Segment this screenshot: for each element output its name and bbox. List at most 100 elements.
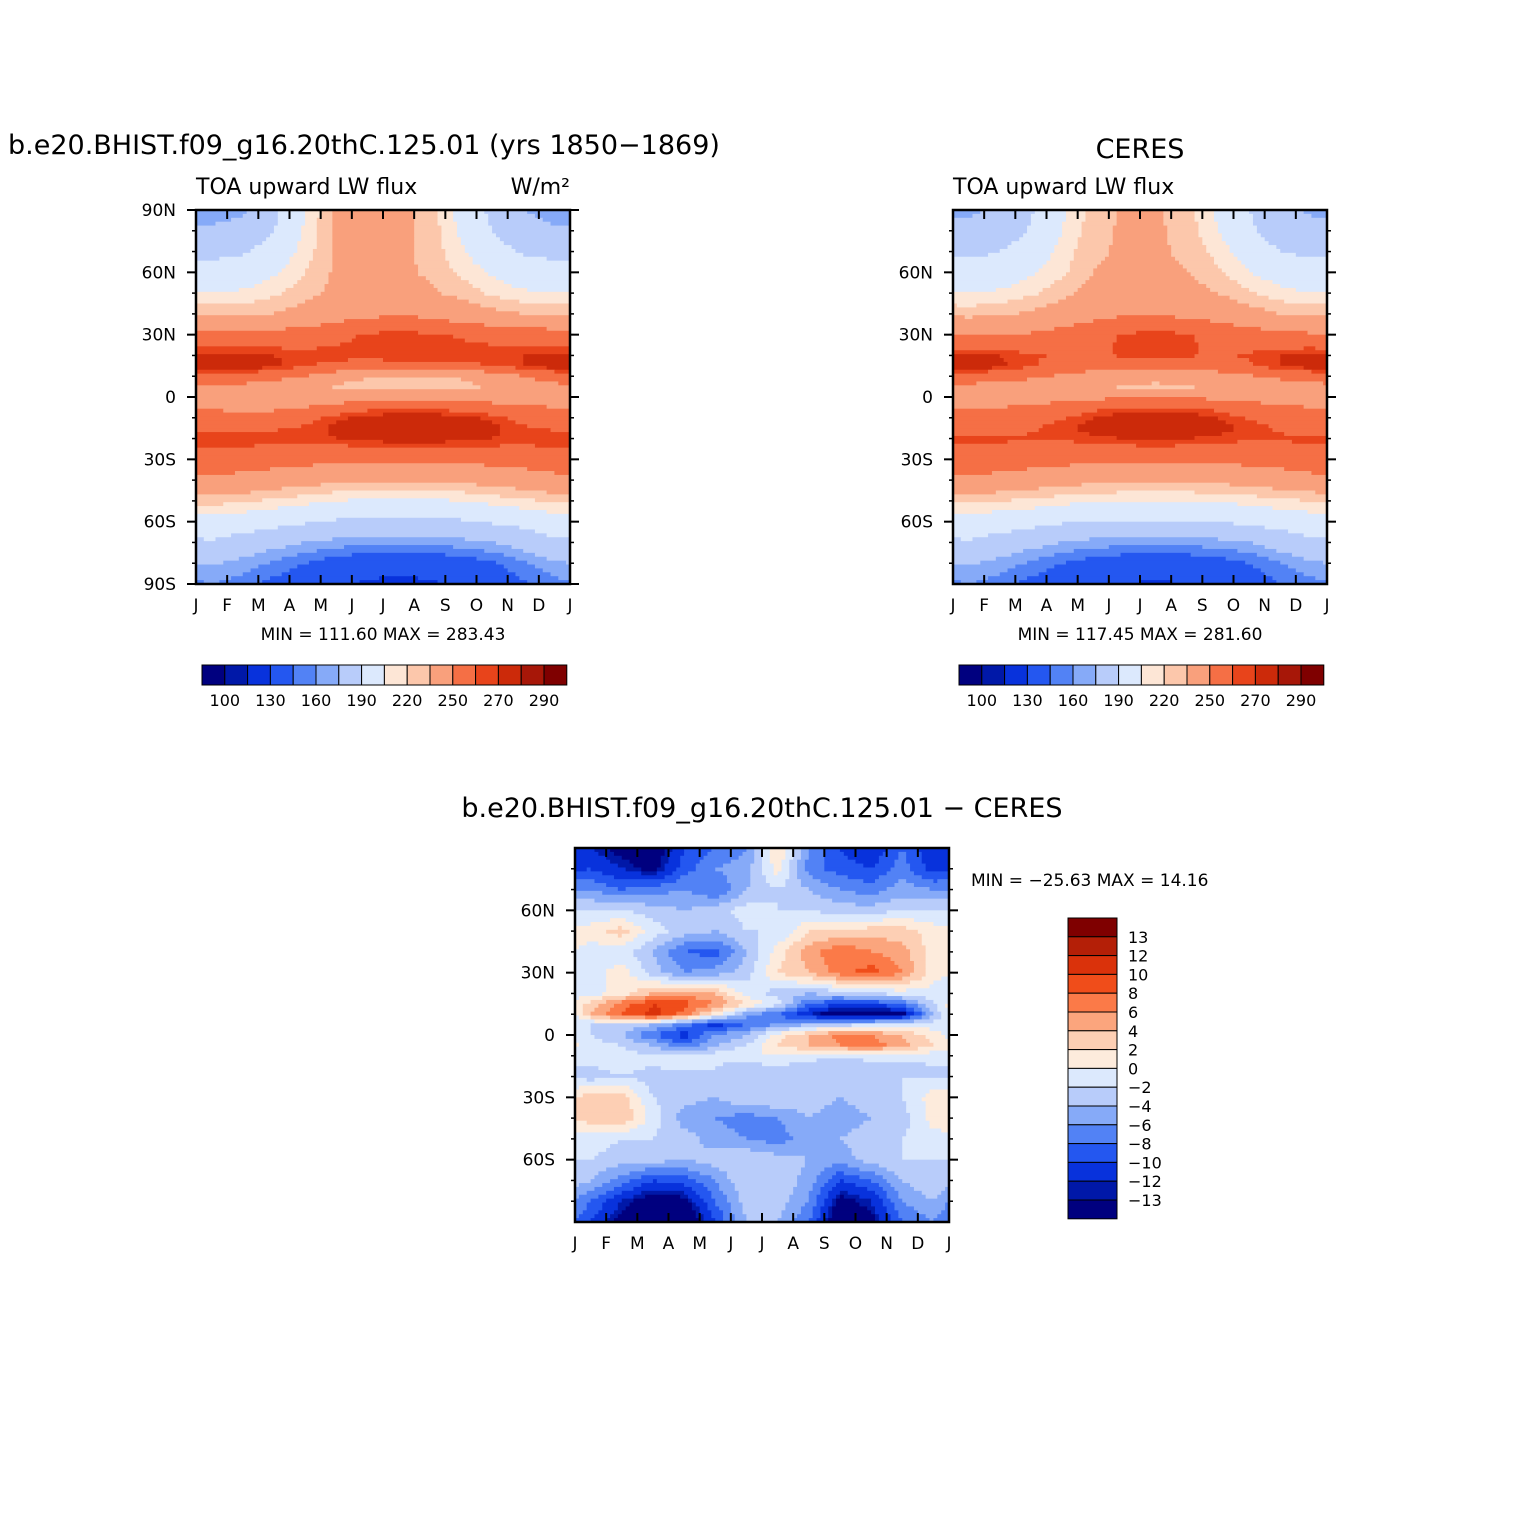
contour-cell: [1054, 420, 1086, 425]
contour-cell: [660, 1031, 681, 1036]
contour-cell: [828, 1206, 833, 1211]
contour-cell: [953, 389, 1328, 394]
contour-cell: [602, 890, 669, 896]
contour-cell: [913, 1019, 934, 1024]
contour-cell: [777, 906, 950, 911]
contour-cell: [812, 1183, 825, 1188]
contour-cell: [1062, 276, 1090, 281]
contour-cell: [789, 1062, 927, 1067]
contour-cell: [246, 381, 345, 386]
contour-cell: [660, 968, 685, 974]
contour-cell: [445, 252, 470, 258]
contour-cell: [610, 918, 627, 923]
contour-cell: [769, 859, 782, 864]
contour-cell: [832, 1186, 868, 1192]
contour-cell: [379, 330, 419, 336]
contour-cell: [301, 237, 318, 242]
contour-cell: [196, 432, 329, 437]
contour-cell: [196, 490, 251, 495]
contour-cell: [746, 1015, 786, 1020]
contour-cell: [945, 1206, 950, 1211]
contour-cell: [847, 1101, 907, 1106]
contour-cell: [484, 210, 528, 215]
contour-cell: [953, 319, 1094, 324]
contour-cell: [196, 256, 220, 262]
contour-cell: [464, 490, 548, 495]
contour-cell: [953, 369, 989, 375]
contour-cell: [785, 1140, 845, 1145]
contour-cell: [270, 467, 528, 472]
contour-cell: [777, 1218, 794, 1223]
contour-cell: [308, 404, 548, 410]
contour-cell: [902, 968, 915, 974]
contour-cell: [266, 237, 302, 242]
contour-cell: [808, 1007, 829, 1013]
contour-cell: [1112, 229, 1168, 234]
contour-cell: [730, 859, 755, 864]
contour-cell: [953, 276, 1028, 281]
contour-cell: [1007, 404, 1305, 410]
contour-cell: [1198, 280, 1238, 285]
contour-cell: [1268, 295, 1328, 301]
contour-cell: [832, 1175, 860, 1180]
contour-cell: [1194, 435, 1328, 441]
contour-cell: [196, 268, 283, 273]
contour-cell: [1077, 245, 1110, 250]
contour-cell: [754, 848, 763, 853]
contour-cell: [832, 945, 856, 950]
contour-cell: [637, 976, 669, 981]
contour-cell: [699, 1011, 712, 1016]
contour-cell: [1284, 299, 1328, 304]
contour-cell: [754, 855, 763, 861]
contour-cell: [617, 863, 634, 868]
colorbar-swatch: [1186, 664, 1211, 686]
contour-cell: [800, 1167, 825, 1172]
contour-cell: [1221, 237, 1266, 242]
contour-cell: [816, 972, 841, 977]
contour-cell: [258, 369, 337, 375]
contour-cell: [1073, 291, 1219, 297]
contour-cell: [953, 564, 1016, 569]
contour-cell: [804, 1159, 864, 1164]
x-tick-label: J: [1136, 596, 1142, 616]
contour-cell: [726, 1194, 740, 1200]
contour-cell: [633, 1070, 950, 1075]
contour-cell: [196, 435, 337, 441]
contour-cell: [715, 1202, 732, 1207]
contour-cell: [277, 217, 306, 223]
x-tick-label: D: [532, 596, 545, 616]
contour-cell: [765, 1031, 782, 1036]
contour-cell: [746, 886, 810, 892]
contour-cell: [1167, 241, 1203, 246]
contour-cell: [723, 1003, 740, 1009]
contour-cell: [1175, 256, 1215, 262]
contour-cell: [758, 1035, 771, 1040]
x-tick-label: M: [692, 1234, 707, 1254]
contour-cell: [1069, 264, 1098, 269]
contour-cell: [449, 264, 481, 269]
colorbar-label: 270: [483, 691, 514, 710]
contour-cell: [1077, 241, 1114, 246]
contour-cell: [734, 1214, 747, 1219]
contour-cell: [773, 1151, 853, 1157]
contour-cell: [281, 377, 364, 382]
contour-cell: [488, 502, 571, 507]
contour-cell: [715, 1050, 763, 1055]
contour-cell: [668, 859, 681, 864]
contour-cell: [645, 1120, 662, 1126]
contour-cell: [1249, 303, 1328, 308]
contour-cell: [297, 303, 481, 308]
colorbar-swatch: [981, 664, 1006, 686]
contour-cell: [988, 533, 1305, 538]
contour-cell: [828, 1179, 841, 1184]
contour-cell: [953, 245, 1008, 250]
contour-cell: [554, 471, 571, 476]
contour-cell: [910, 1112, 927, 1118]
contour-cell: [379, 315, 419, 320]
contour-cell: [625, 918, 654, 923]
contour-cell: [797, 863, 806, 868]
contour-cell: [660, 1105, 685, 1110]
contour-cell: [1159, 381, 1324, 386]
contour-cell: [273, 229, 302, 234]
contour-cell: [917, 1003, 927, 1009]
